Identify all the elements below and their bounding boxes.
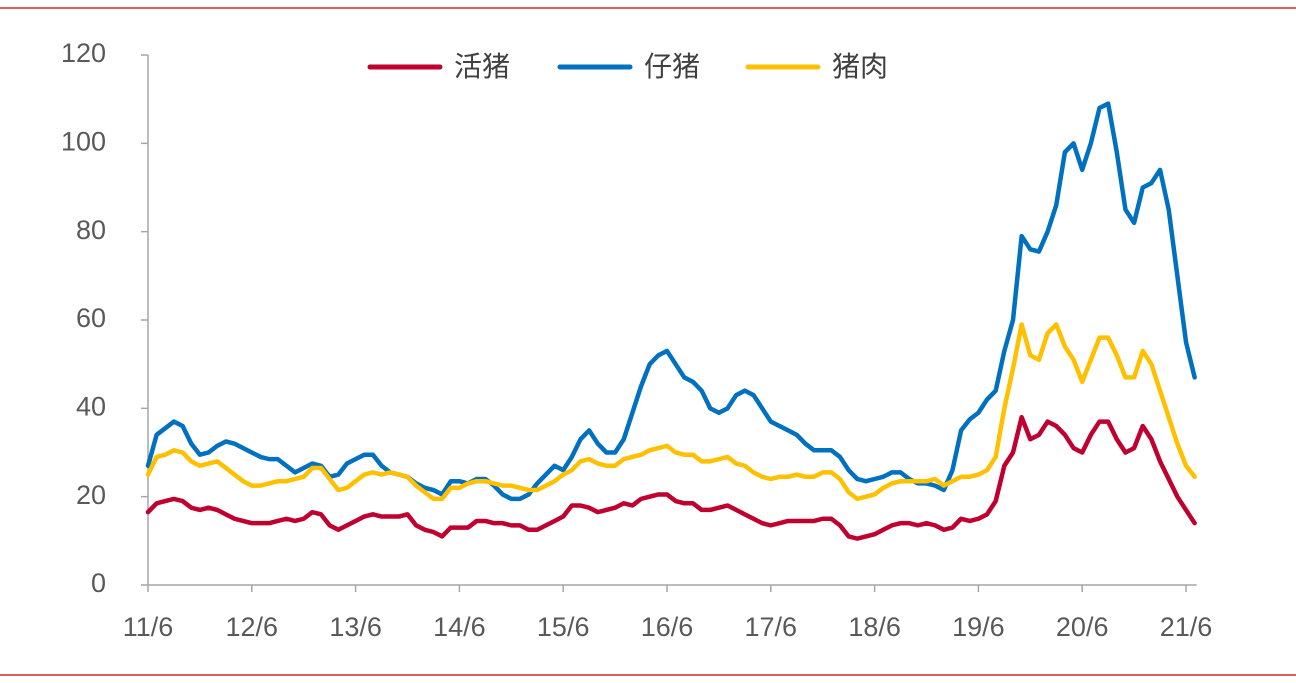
series-line [145,322,1197,502]
y-tick-label: 120 [61,38,106,68]
x-tick-label: 16/6 [641,612,694,642]
series-line [145,414,1197,541]
y-tick-label: 100 [61,126,106,156]
x-tick-label: 19/6 [952,612,1005,642]
x-tick-label: 12/6 [226,612,279,642]
legend-label: 猪肉 [832,50,888,83]
x-tick-label: 20/6 [1056,612,1109,642]
y-tick-label: 40 [76,391,106,421]
x-tick-label: 13/6 [329,612,382,642]
series-line [145,101,1197,502]
y-tick-label: 20 [76,480,106,510]
x-tick-label: 17/6 [745,612,798,642]
legend-label: 仔猪 [644,50,700,83]
y-tick-label: 80 [76,215,106,245]
x-tick-label: 15/6 [537,612,590,642]
x-tick-label: 18/6 [848,612,901,642]
x-tick-label: 14/6 [433,612,486,642]
legend-label: 活猪 [454,50,510,83]
x-tick-label: 21/6 [1160,612,1213,642]
x-tick-label: 11/6 [123,612,174,642]
y-tick-label: 60 [76,303,106,333]
y-tick-label: 0 [91,568,106,598]
